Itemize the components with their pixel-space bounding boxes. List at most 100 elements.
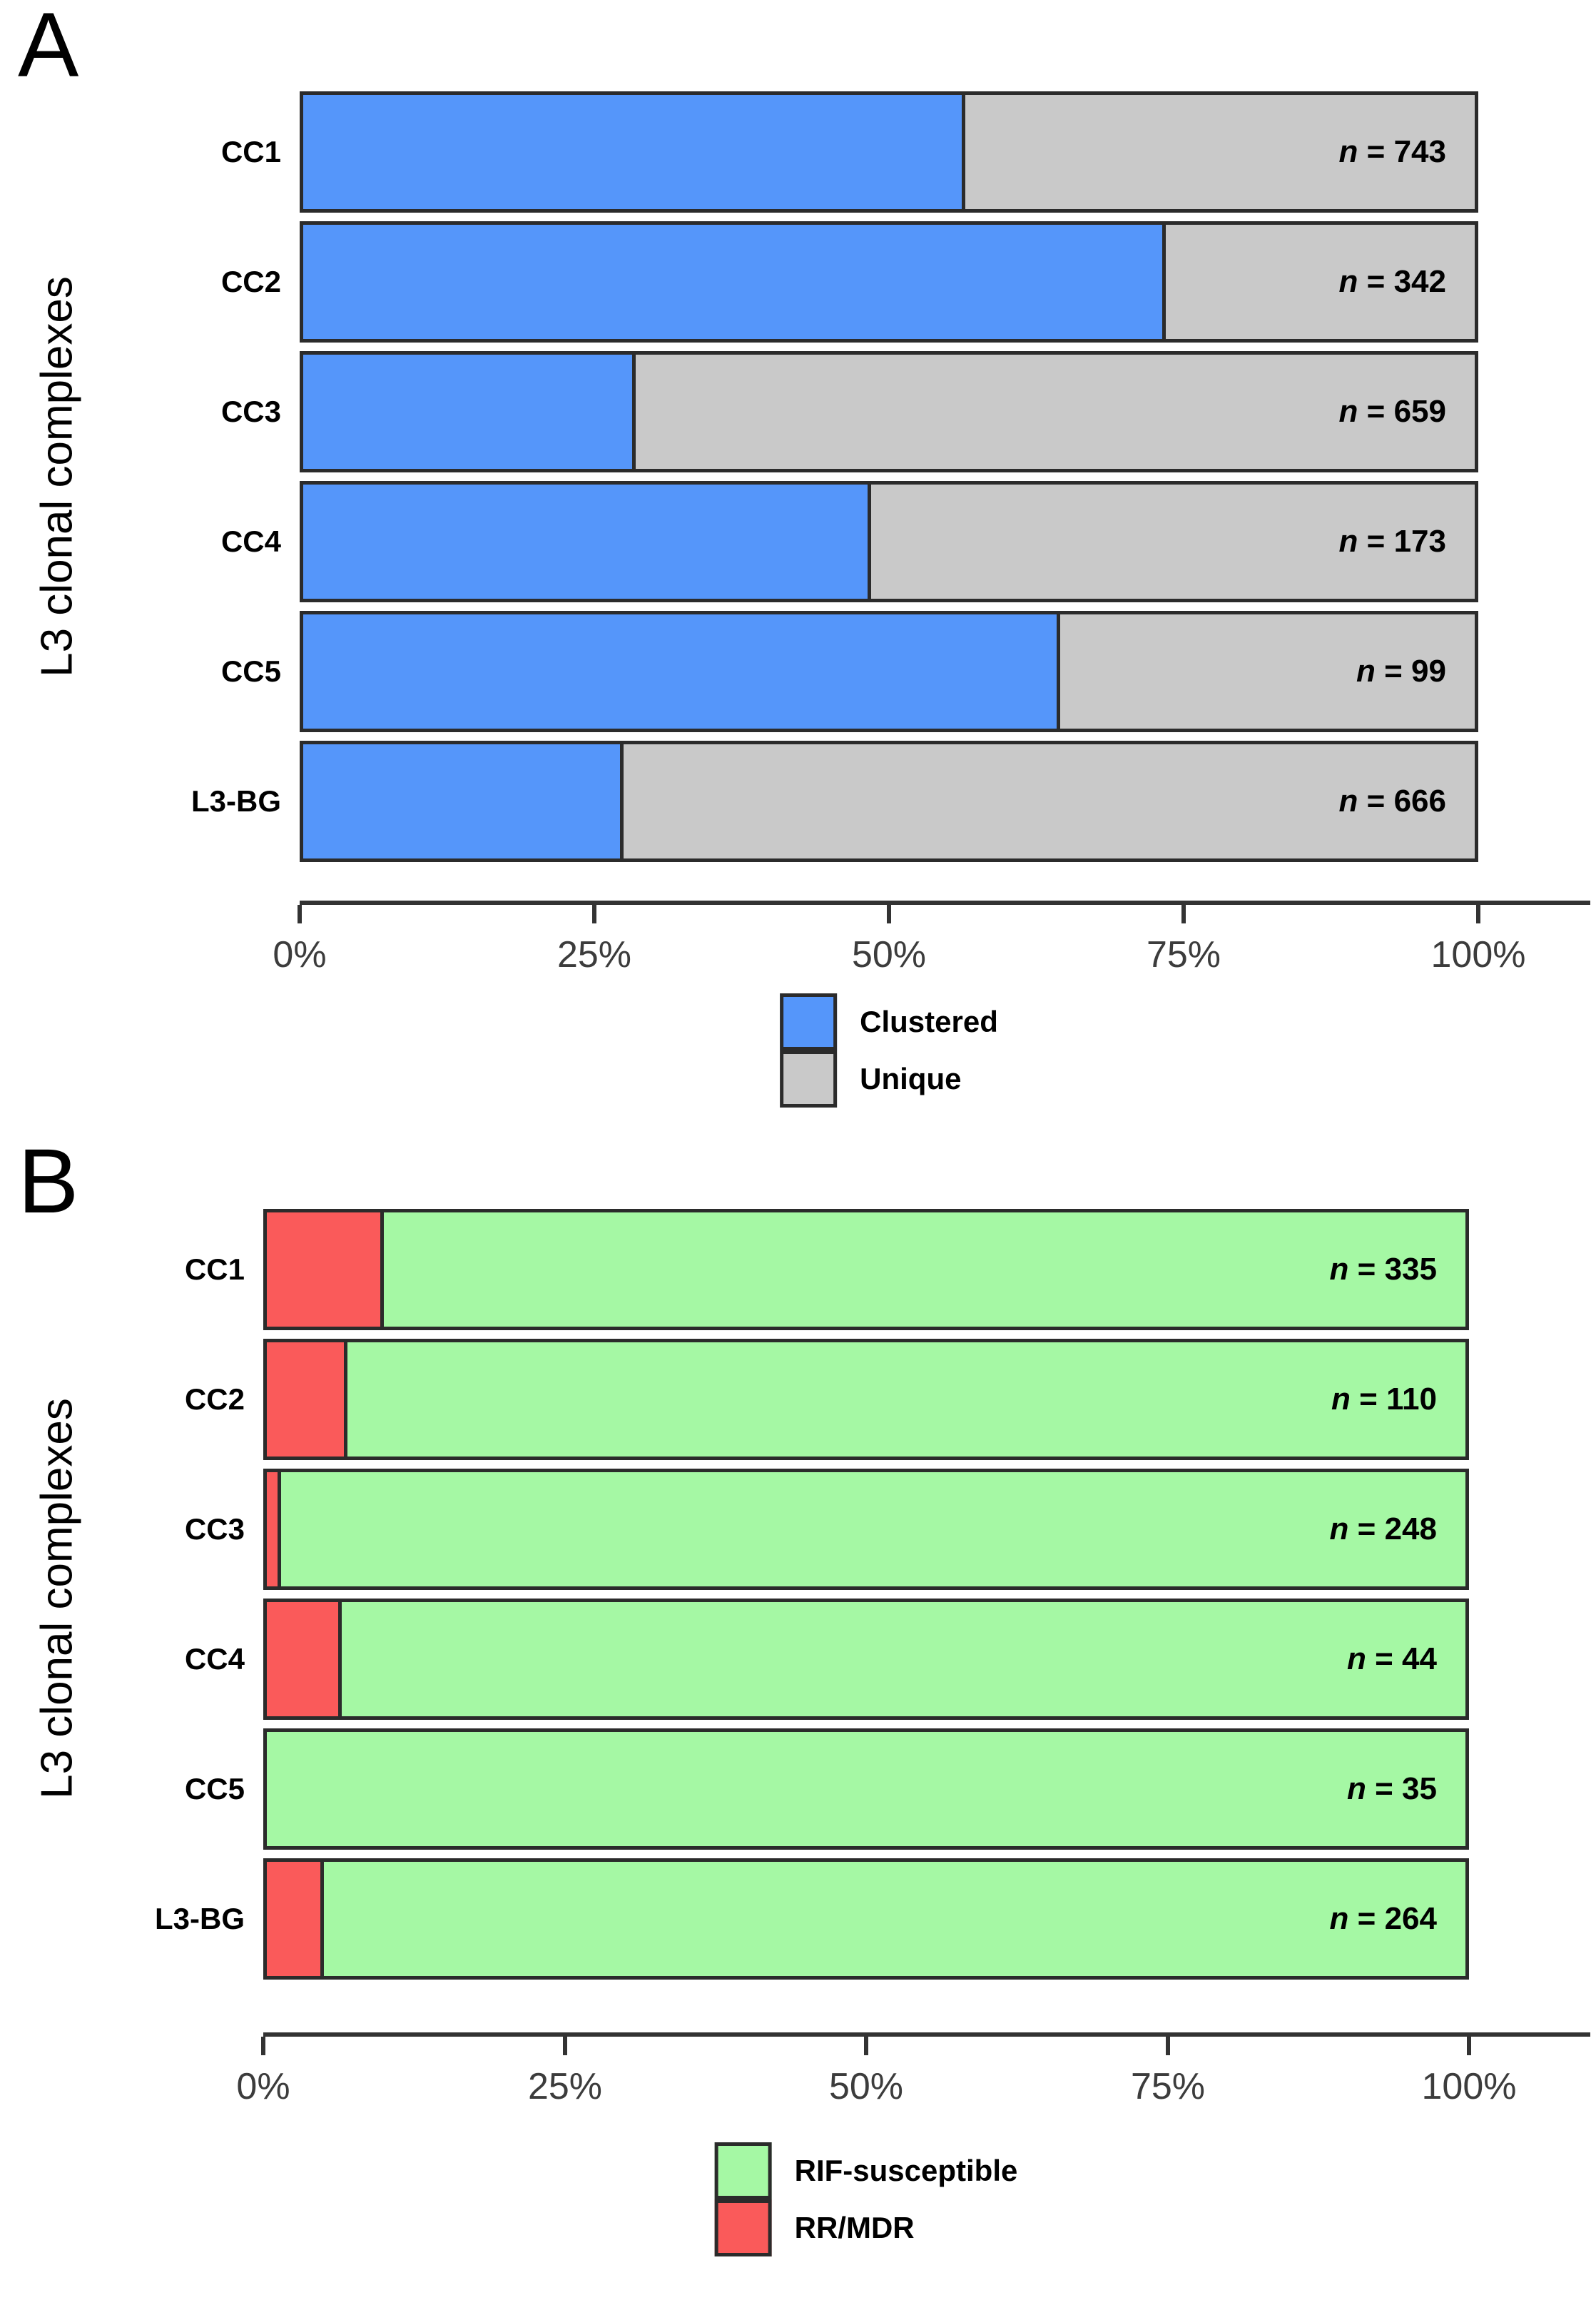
legend-label: RR/MDR	[794, 2211, 915, 2244]
bar-segment-rif-susceptible	[347, 1339, 1469, 1460]
panel-a-plot-area: CC1 n = 743 CC2 n = 342 CC3 n = 659 CC	[191, 91, 1478, 871]
category-label: CC1	[220, 135, 281, 168]
n-label: n = 264	[1329, 1901, 1437, 1936]
stacked-bar	[300, 91, 1478, 213]
bar-segment-unique	[635, 351, 1478, 472]
bar-segment-unique	[965, 91, 1478, 213]
stacked-bar	[263, 1858, 1469, 1980]
category-label: CC3	[220, 395, 281, 428]
category-label: CC5	[220, 654, 281, 688]
category-label: CC4	[220, 525, 281, 558]
axis-tick-label: 75%	[1130, 2066, 1206, 2107]
bar-segment-clustered	[300, 611, 1060, 732]
bar-segment-clustered	[300, 91, 966, 213]
axis-tick-label: 0%	[236, 2066, 290, 2107]
bar-segment-clustered	[300, 221, 1166, 343]
bar-segment-clustered	[300, 741, 624, 862]
bar-segment-clustered	[300, 481, 872, 602]
bar-row-l3bg: L3-BG n = 264	[155, 1858, 1469, 1980]
legend-item-clustered: Clustered	[780, 993, 998, 1050]
bar-segment-unique	[1059, 611, 1478, 732]
bar-row-cc2: CC2 n = 342	[221, 221, 1478, 343]
bar-segment-clustered	[300, 351, 636, 472]
n-label: n = 342	[1338, 264, 1446, 299]
n-label: n = 743	[1338, 134, 1446, 169]
bar-row-cc4: CC4 n = 44	[185, 1599, 1469, 1720]
axis-tick-label: 25%	[556, 934, 632, 976]
category-label: CC2	[184, 1382, 245, 1416]
bar-segment-rif-susceptible	[281, 1469, 1469, 1590]
panel-a-y-axis-title: L3 clonal complexes	[32, 276, 82, 677]
bar-segment-rif-susceptible	[323, 1858, 1469, 1980]
axis-tick	[1467, 2037, 1471, 2055]
panel-b-legend: RIF-susceptible RR/MDR	[714, 2142, 1018, 2256]
legend-label: Clustered	[860, 1005, 998, 1038]
bar-row-cc3: CC3 n = 659	[221, 351, 1478, 472]
bar-segment-unique	[871, 481, 1478, 602]
category-label: CC1	[184, 1252, 245, 1286]
axis-tick-label: 25%	[527, 2066, 603, 2107]
stacked-bar	[263, 1469, 1469, 1590]
stacked-bar	[300, 481, 1478, 602]
legend-key-rrmdr	[714, 2199, 772, 2256]
n-label: n = 110	[1331, 1382, 1437, 1417]
panel-a-letter: A	[18, 0, 79, 96]
category-label: CC2	[220, 265, 281, 298]
bar-row-cc1: CC1 n = 335	[185, 1209, 1469, 1330]
axis-tick	[1166, 2037, 1170, 2055]
axis-tick	[887, 905, 891, 923]
axis-tick	[1476, 905, 1480, 923]
n-label: n = 335	[1329, 1252, 1437, 1287]
legend-label: RIF-susceptible	[794, 2154, 1018, 2187]
panel-a-x-axis: 0% 25% 50% 75% 100%	[273, 901, 1590, 976]
bar-segment-unique	[624, 741, 1478, 862]
legend-key-rif-susceptible	[714, 2142, 772, 2199]
legend-key-unique	[780, 1050, 838, 1108]
legend-item-unique: Unique	[780, 1050, 998, 1108]
legend-key-clustered	[780, 993, 838, 1050]
axis-tick-label: 75%	[1146, 934, 1221, 976]
panel-a-legend: Clustered Unique	[780, 993, 998, 1108]
bar-row-cc5: CC5 n = 99	[221, 611, 1478, 732]
n-label: n = 659	[1338, 394, 1446, 429]
n-label: n = 35	[1347, 1771, 1437, 1806]
stacked-bar	[263, 1209, 1469, 1330]
stacked-bar	[300, 351, 1478, 472]
stacked-bar	[263, 1599, 1469, 1720]
bar-segment-rrmdr	[263, 1339, 348, 1460]
category-label: CC4	[184, 1642, 245, 1676]
stacked-bar	[263, 1728, 1469, 1850]
bar-segment-rrmdr	[263, 1209, 384, 1330]
axis-tick	[592, 905, 596, 923]
axis-tick-label: 100%	[1430, 934, 1526, 976]
axis-tick-label: 50%	[828, 2066, 904, 2107]
bar-segment-rrmdr	[263, 1599, 342, 1720]
legend-item-rif-susceptible: RIF-susceptible	[714, 2142, 1018, 2199]
bar-segment-rif-susceptible	[263, 1728, 1469, 1850]
stacked-bar	[300, 741, 1478, 862]
n-label: n = 248	[1329, 1511, 1437, 1546]
axis-tick	[864, 2037, 868, 2055]
n-label: n = 99	[1356, 654, 1446, 689]
axis-tick	[1181, 905, 1186, 923]
panel-b-plot-area: CC1 n = 335 CC2 n = 110 CC3 n = 248 CC	[155, 1209, 1469, 1988]
axis-tick	[261, 2037, 265, 2055]
axis-tick	[563, 2037, 567, 2055]
bar-segment-rrmdr	[263, 1858, 324, 1980]
stacked-bar	[263, 1339, 1469, 1460]
panel-b-x-axis: 0% 25% 50% 75% 100%	[236, 2032, 1590, 2107]
n-label: n = 666	[1338, 784, 1446, 819]
category-label: CC5	[184, 1772, 245, 1805]
bar-row-cc5: CC5 n = 35	[185, 1728, 1469, 1850]
panel-b-letter: B	[18, 1130, 79, 1232]
stacked-bar	[300, 221, 1478, 343]
bar-segment-unique	[1166, 221, 1478, 343]
bar-row-cc2: CC2 n = 110	[185, 1339, 1469, 1460]
bar-row-cc4: CC4 n = 173	[221, 481, 1478, 602]
bar-row-l3bg: L3-BG n = 666	[191, 741, 1478, 862]
n-label: n = 44	[1347, 1641, 1437, 1676]
legend-item-rrmdr: RR/MDR	[714, 2199, 1018, 2256]
bar-segment-rif-susceptible	[384, 1209, 1469, 1330]
axis-tick	[298, 905, 302, 923]
